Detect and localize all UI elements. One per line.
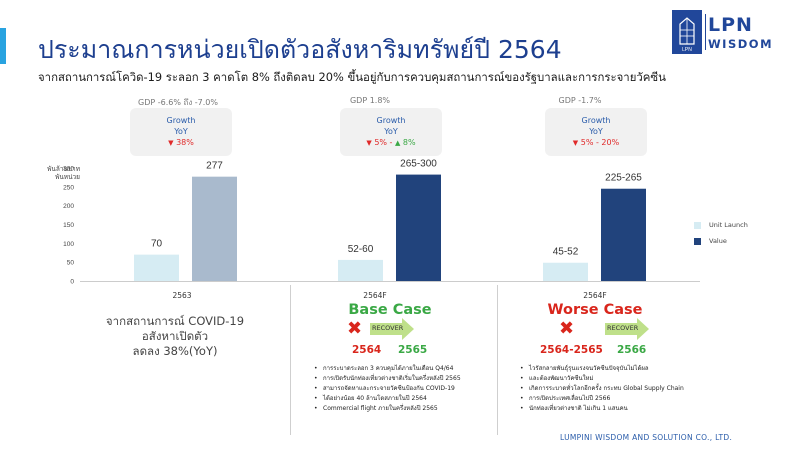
up-arrow-icon: ▲ (394, 139, 401, 147)
growth-box-worse: Growth YoY ▼ 5% - 20% (545, 108, 647, 156)
yoy-value-high: 8% (402, 138, 416, 147)
gdp-label-base: GDP 1.8% (349, 96, 391, 105)
footer-company: LUMPINI WISDOM AND SOLUTION CO., LTD. (560, 433, 733, 442)
company-logo: LPN LPN WISDOM (672, 10, 784, 54)
yoy-label: YoY (589, 127, 603, 136)
list-item: นักท่องเที่ยวต่างชาติ ไม่เกิน 1 แสนคน (520, 404, 684, 414)
down-arrow-icon: ▼ (366, 139, 372, 147)
base-case-title: Base Case (348, 302, 432, 318)
worse-case-title: Worse Case (547, 302, 643, 318)
period-label-2563: 2563 (172, 291, 192, 300)
list-item: Commercial flight ภายในครึ่งหลังปี 2565 (314, 404, 461, 414)
list-item: การเปิดรับนักท่องเที่ยวต่างชาติเริ่มในคร… (314, 374, 461, 384)
chart-unit-label: พันล้านบาท พันหน่วย (44, 165, 80, 181)
cross-icon: ✖ (559, 318, 575, 339)
logo-building-icon: LPN (672, 10, 702, 54)
unit-label-line2: พันหน่วย (55, 173, 80, 181)
worse-year-to: 2566 (617, 344, 647, 356)
list-item: การระบาดระลอก 3 ควบคุมได้ภายในเดือน Q4/6… (314, 364, 461, 374)
recover-arrow-icon: RECOVER (605, 318, 649, 340)
logo-line1: LPN (708, 14, 753, 36)
base-case-bullets: การระบาดระลอก 3 ควบคุมได้ภายในเดือน Q4/6… (314, 364, 461, 414)
bar-value (601, 188, 646, 281)
legend-swatch-unit (694, 221, 701, 229)
growth-label: Growth (376, 116, 406, 125)
data-label-unit: 70 (151, 239, 163, 250)
legend-swatch-value (694, 237, 701, 245)
down-arrow-icon: ▼ (572, 139, 579, 147)
legend-label-value: Value (709, 237, 727, 245)
worse-case-bullets: ไวรัสกลายพันธุ์รุนแรงจนวัคซีนปัจจุบันไม่… (520, 364, 684, 414)
down-arrow-icon: ▼ (168, 139, 174, 147)
y-tick-label: 150 (63, 222, 74, 229)
yoy-value-low: 5% - (374, 138, 395, 147)
data-label-value: 277 (206, 161, 223, 172)
bar-value (192, 176, 237, 281)
growth-box-2563: Growth YoY ▼ 38% (130, 108, 232, 156)
covid-note-line2: อสังหาเปิดตัว (141, 329, 209, 343)
legend-unit-launch: Unit Launch (694, 221, 748, 229)
period-label-base: 2564F (363, 291, 387, 300)
bar-unit-launch (543, 262, 588, 281)
growth-label: Growth (581, 116, 611, 125)
gdp-label-worse: GDP -1.7% (558, 96, 602, 105)
base-year-to: 2565 (398, 344, 428, 356)
list-item: เกิดการระบาดทั่วโลกอีกครั้ง กระทบ Global… (520, 384, 684, 394)
cross-icon: ✖ (347, 318, 363, 339)
title-accent-bar (0, 28, 6, 64)
unit-label-line1: พันล้านบาท (47, 165, 80, 173)
yoy-label: YoY (384, 127, 398, 136)
data-label-value: 265-300 (400, 159, 437, 170)
page-subtitle: จากสถานการณ์โควิด-19 ระลอก 3 คาดโต 8% ถึ… (38, 70, 666, 84)
bar-value (396, 174, 441, 281)
data-label-unit: 52-60 (348, 244, 374, 255)
y-tick-label: 50 (67, 260, 75, 267)
list-item: และต้องพัฒนาวัคซีนใหม่ (520, 374, 684, 384)
panel-divider (290, 285, 291, 435)
list-item: ได้อย่างน้อย 40 ล้านโดสภายในปี 2564 (314, 394, 461, 404)
worse-year-from: 2564-2565 (540, 344, 603, 356)
list-item: ไวรัสกลายพันธุ์รุนแรงจนวัคซีนปัจจุบันไม่… (520, 364, 684, 374)
logo-divider (705, 14, 706, 50)
bar-unit-launch (338, 259, 383, 281)
y-tick-label: 250 (63, 184, 74, 191)
base-year-from: 2564 (352, 344, 382, 356)
covid-note-line1: จากสถานการณ์ COVID-19 (105, 314, 245, 328)
panel-divider (497, 285, 498, 435)
covid-note: จากสถานการณ์ COVID-19 อสังหาเปิดตัว ลดลง… (70, 314, 280, 359)
legend-value: Value (694, 237, 727, 245)
list-item: สามารถจัดหาและกระจายวัคซีนป้องกัน COVID-… (314, 384, 461, 394)
logo-box-text: LPN (682, 47, 692, 53)
growth-label: Growth (166, 116, 196, 125)
recover-arrow-icon: RECOVER (370, 318, 414, 340)
recover-label: RECOVER (372, 324, 404, 332)
list-item: การเปิดประเทศเลื่อนไปปี 2566 (520, 394, 684, 404)
yoy-label: YoY (174, 127, 188, 136)
yoy-value: 38% (176, 138, 194, 147)
y-tick-label: 0 (70, 279, 74, 286)
y-tick-label: 300 (63, 166, 74, 173)
page-title: ประมาณการหน่วยเปิดตัวอสังหาริมทรัพย์ปี 2… (38, 35, 562, 64)
logo-line2: WISDOM (708, 37, 774, 51)
covid-note-line3: ลดลง 38%(YoY) (132, 344, 218, 358)
growth-box-base: Growth YoY ▼ 5% - ▲ 8% (340, 108, 442, 156)
period-label-worse: 2564F (583, 291, 607, 300)
recover-label: RECOVER (607, 324, 639, 332)
yoy-value: 5% - 20% (580, 138, 620, 147)
bar-unit-launch (134, 254, 179, 281)
gdp-label-2563: GDP -6.6% ถึง -7.0% (138, 98, 218, 107)
data-label-value: 225-265 (605, 173, 642, 184)
data-label-unit: 45-52 (553, 247, 579, 258)
y-tick-label: 200 (63, 203, 74, 210)
y-tick-label: 100 (63, 241, 74, 248)
legend-label-unit: Unit Launch (709, 221, 748, 229)
